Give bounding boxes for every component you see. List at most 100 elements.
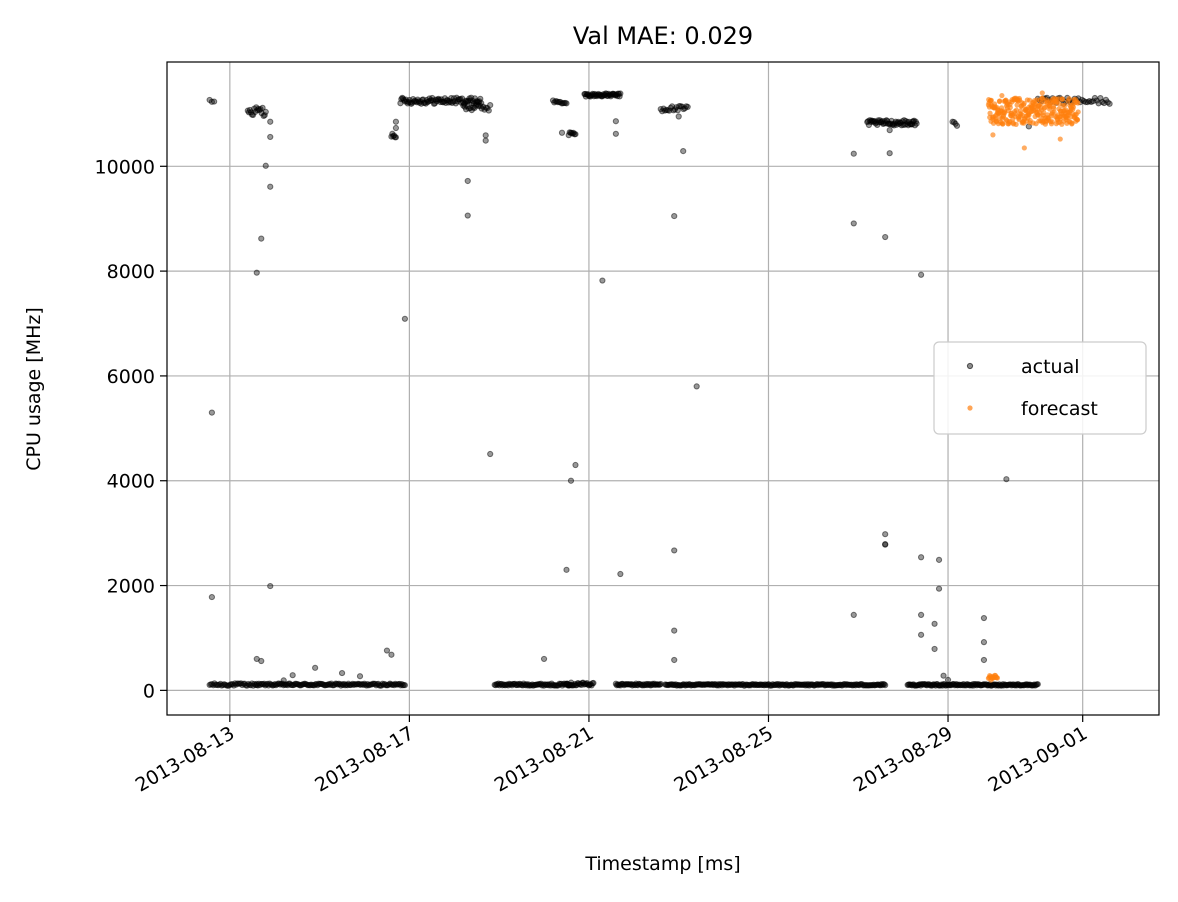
actual-point [671, 627, 678, 634]
actual-point [482, 137, 489, 144]
actual-point [567, 477, 575, 484]
forecast-point [1057, 136, 1063, 142]
actual-point [262, 108, 269, 116]
forecast-point [1069, 120, 1075, 126]
actual-point [267, 582, 274, 590]
y-tick-label: 10000 [95, 156, 155, 178]
forecast-point [1051, 109, 1057, 115]
actual-point [918, 271, 925, 278]
actual-point [918, 611, 925, 619]
actual-point [572, 131, 579, 138]
y-tick-label: 6000 [107, 366, 155, 388]
actual-point [980, 656, 988, 664]
actual-point [464, 177, 471, 185]
legend-actual-marker [966, 362, 974, 370]
actual-point [563, 100, 570, 107]
actual-point [280, 677, 287, 684]
actual-point [558, 129, 566, 136]
actual-point [909, 121, 916, 128]
actual-point [590, 679, 597, 687]
actual-point [886, 150, 893, 157]
x-axis-label: Timestamp [ms] [584, 853, 740, 875]
forecast-point [1075, 109, 1081, 115]
actual-point [918, 554, 925, 561]
actual-point [671, 547, 678, 554]
actual-point [935, 585, 943, 592]
actual-point [850, 150, 857, 157]
forecast-point [1000, 121, 1006, 127]
actual-point [392, 124, 400, 132]
forecast-point [1021, 100, 1027, 106]
actual-point [882, 531, 889, 538]
actual-point [258, 235, 265, 242]
actual-point [1003, 476, 1010, 483]
actual-point [980, 639, 988, 646]
actual-point [599, 277, 606, 284]
legend-box [933, 341, 1147, 435]
actual-point [882, 233, 889, 241]
actual-point [850, 611, 857, 619]
forecast-point [1062, 102, 1068, 108]
legend: actual forecast [933, 341, 1147, 435]
actual-point [913, 120, 920, 127]
actual-point [671, 656, 678, 664]
actual-point [935, 556, 943, 563]
forecast-point [1041, 109, 1047, 116]
actual-point [289, 672, 296, 679]
actual-point [940, 672, 947, 679]
actual-point [267, 133, 274, 141]
actual-point [401, 315, 408, 322]
actual-point [383, 647, 391, 654]
y-tick-label: 4000 [107, 471, 155, 493]
actual-point [675, 113, 682, 120]
plot-frame [166, 61, 1160, 716]
forecast-point [1007, 104, 1013, 111]
actual-point [918, 631, 925, 638]
forecast-point [1021, 145, 1027, 151]
actual-point [208, 409, 215, 416]
actual-point [850, 220, 857, 227]
forecast-point [1013, 121, 1019, 127]
forecast-point [999, 92, 1005, 99]
actual-point [487, 450, 494, 458]
actual-point [388, 651, 395, 658]
legend-actual-label: actual [1021, 356, 1080, 378]
actual-point [485, 107, 492, 114]
forecast-point [990, 132, 996, 138]
actual-point [684, 103, 691, 111]
actual-point [487, 102, 494, 109]
forecast-point [1070, 104, 1076, 110]
actual-point [931, 620, 938, 627]
forecast-point [1039, 90, 1045, 96]
actual-point [931, 645, 938, 653]
actual-point [1034, 681, 1041, 688]
actual-point [392, 134, 400, 141]
actual-point [612, 130, 619, 137]
forecast-point [987, 110, 993, 116]
forecast-point [1049, 119, 1055, 125]
forecast-point [1074, 117, 1081, 123]
y-tick-label: 2000 [107, 576, 155, 598]
y-tick-label: 8000 [107, 261, 155, 283]
legend-forecast-label: forecast [1021, 398, 1098, 420]
actual-point [980, 614, 988, 622]
actual-point [617, 570, 624, 578]
forecast-point [988, 97, 994, 103]
forecast-point [1059, 96, 1066, 102]
actual-point [312, 664, 319, 671]
forecast-point [1075, 100, 1081, 106]
actual-point [464, 212, 471, 219]
legend-forecast-marker [967, 405, 973, 411]
actual-point [208, 593, 215, 601]
actual-point [259, 104, 266, 111]
actual-point [392, 118, 400, 125]
actual-point [944, 676, 952, 683]
actual-point [612, 118, 619, 125]
y-tick-label: 0 [143, 680, 155, 702]
forecast-point [994, 675, 1001, 681]
actual-point [540, 655, 548, 663]
actual-point [267, 118, 274, 125]
forecast-point [997, 98, 1003, 104]
actual-point [211, 98, 218, 105]
